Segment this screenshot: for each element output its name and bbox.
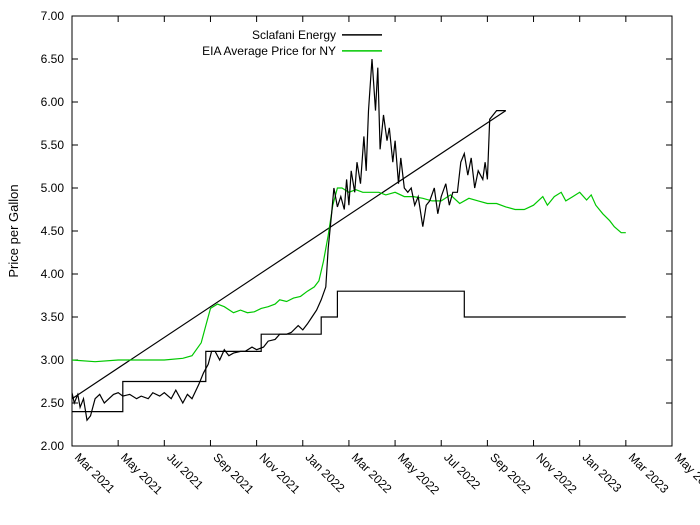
ytick-label: 4.00 <box>41 267 65 281</box>
legend-label: EIA Average Price for NY <box>202 44 336 58</box>
xtick-label: May 2023 <box>672 450 700 497</box>
ytick-label: 5.50 <box>41 138 65 152</box>
xtick-label: May 2021 <box>118 450 165 497</box>
xtick-label: Nov 2021 <box>256 450 302 496</box>
ytick-label: 7.00 <box>41 9 65 23</box>
legend-label: Sclafani Energy <box>252 28 336 42</box>
xtick-label: Jul 2021 <box>164 450 206 492</box>
xtick-label: Jan 2022 <box>303 450 348 495</box>
xtick-label: Mar 2022 <box>349 450 395 496</box>
xtick-label: May 2022 <box>395 450 442 497</box>
ytick-label: 2.50 <box>41 396 65 410</box>
ytick-label: 2.00 <box>41 439 65 453</box>
y-axis-title: Price per Gallon <box>6 184 21 277</box>
ytick-label: 5.00 <box>41 181 65 195</box>
xtick-label: Jan 2023 <box>580 450 625 495</box>
sclafani-series <box>72 59 506 420</box>
ytick-label: 3.00 <box>41 353 65 367</box>
chart-svg: 2.00 2.50 3.00 3.50 4.00 4.50 5.00 5.50 6.00 6.50… <box>0 0 700 525</box>
price-chart: 2.00 2.50 3.00 3.50 4.00 4.50 5.00 5.50 6.00 6.50… <box>0 0 700 525</box>
xtick-label: Mar 2023 <box>626 450 672 496</box>
trend-line <box>72 111 506 399</box>
eia-series <box>72 188 626 362</box>
ytick-label: 6.00 <box>41 95 65 109</box>
ytick-label: 3.50 <box>41 310 65 324</box>
xtick-label: Sep 2021 <box>210 450 256 496</box>
xtick-label: Sep 2022 <box>487 450 533 496</box>
ytick-label: 6.50 <box>41 52 65 66</box>
xtick-label: Mar 2021 <box>72 450 118 496</box>
xtick-label: Jul 2022 <box>441 450 483 492</box>
ytick-label: 4.50 <box>41 224 65 238</box>
xtick-label: Nov 2022 <box>533 450 579 496</box>
